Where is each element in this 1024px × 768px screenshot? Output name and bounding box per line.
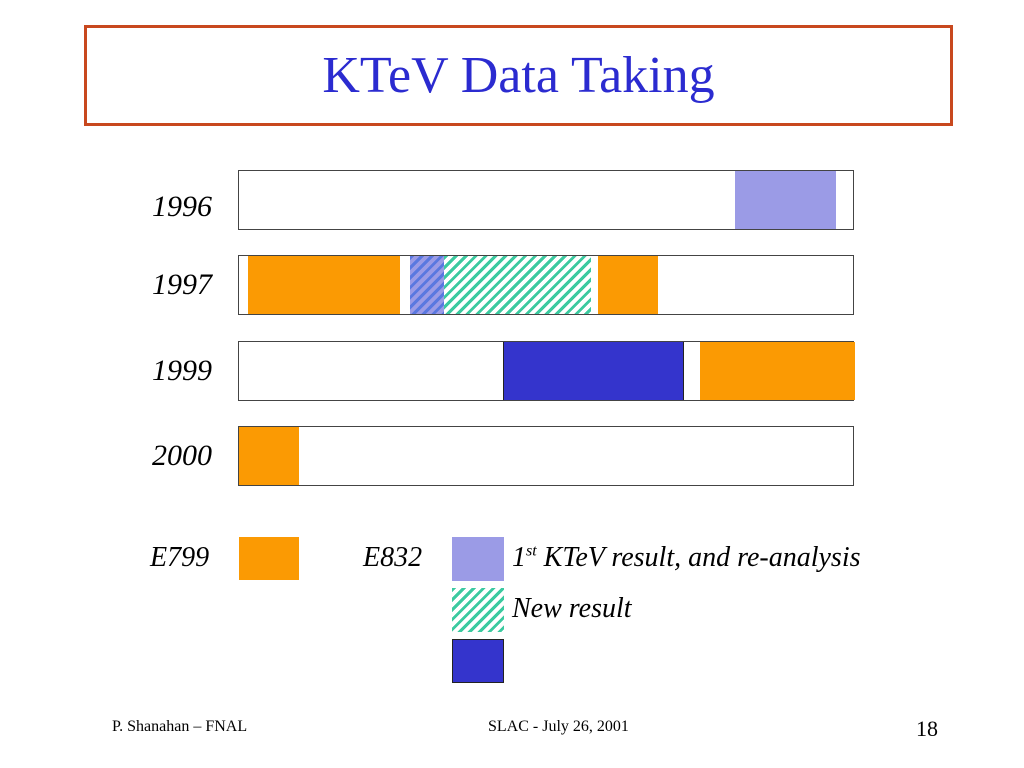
slide-title: KTeV Data Taking	[322, 46, 715, 104]
segment-first-result	[735, 171, 836, 229]
year-label-2000: 2000	[152, 439, 212, 472]
first-result-text: KTeV result, and re-analysis	[536, 542, 861, 573]
year-label-1996: 1996	[152, 190, 212, 223]
legend-swatch-first-result	[452, 537, 504, 581]
footer-venue-date: SLAC - July 26, 2001	[488, 718, 629, 735]
year-label-1999: 1999	[152, 354, 212, 387]
timeline-bar-1996	[238, 170, 854, 230]
title-box: KTeV Data Taking	[84, 25, 953, 126]
legend-label-first-result: 1st KTeV result, and re-analysis	[512, 542, 861, 574]
footer-author: P. Shanahan – FNAL	[112, 718, 248, 735]
timeline-bar-1997	[238, 255, 854, 315]
segment-e799	[598, 256, 658, 314]
segment-first-result-hatched	[410, 256, 444, 314]
legend-label-e799: E799	[150, 542, 210, 573]
timeline-bar-2000	[238, 426, 854, 486]
first-result-superscript: st	[526, 542, 537, 560]
segment-blue	[503, 342, 684, 400]
timeline-bar-1999	[238, 341, 855, 401]
legend-label-e832: E832	[363, 542, 423, 573]
legend-swatch-blue	[452, 639, 504, 683]
year-label-1997: 1997	[152, 268, 212, 301]
segment-e799	[248, 256, 400, 314]
legend-swatch-new-result	[452, 588, 504, 632]
segment-e799	[239, 427, 299, 485]
segment-new-result	[444, 256, 591, 314]
legend-label-new-result: New result	[512, 593, 632, 624]
page-number: 18	[916, 716, 938, 741]
legend-swatch-e799	[239, 537, 299, 580]
segment-e799	[700, 342, 855, 400]
first-result-prefix: 1	[512, 542, 526, 573]
